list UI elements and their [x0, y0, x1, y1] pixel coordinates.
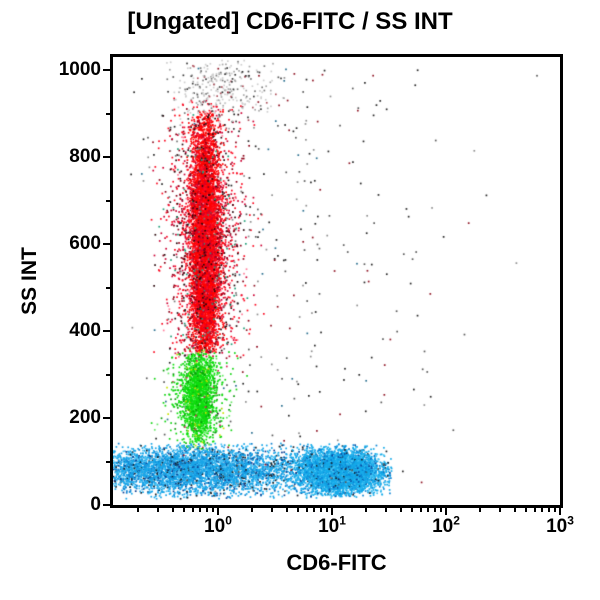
x-minor-tick	[433, 508, 436, 512]
x-major-tick	[558, 508, 562, 515]
x-minor-tick	[313, 508, 316, 512]
x-minor-tick	[285, 508, 288, 512]
x-major-tick	[444, 508, 448, 515]
x-minor-tick	[385, 508, 388, 512]
x-tick-exponent: 2	[453, 513, 460, 528]
plot-title: [Ungated] CD6-FITC / SS INT	[127, 8, 453, 35]
x-minor-tick	[319, 508, 322, 512]
x-minor-tick	[419, 508, 422, 512]
x-major-tick	[216, 508, 220, 515]
x-minor-tick	[541, 508, 544, 512]
y-major-tick	[103, 417, 110, 420]
y-minor-tick	[106, 199, 110, 202]
y-minor-tick	[106, 460, 110, 463]
x-tick-exponent: 0	[225, 513, 232, 528]
x-minor-tick	[271, 508, 274, 512]
x-axis-label: CD6-FITC	[286, 550, 387, 575]
x-tick-label: 102	[432, 513, 460, 537]
x-minor-tick	[205, 508, 208, 512]
x-minor-tick	[305, 508, 308, 512]
x-minor-tick	[365, 508, 368, 512]
x-minor-tick	[199, 508, 202, 512]
x-tick-exponent: 1	[339, 513, 346, 528]
y-tick-label: 800	[69, 146, 101, 168]
x-minor-tick	[211, 508, 214, 512]
x-minor-tick	[479, 508, 482, 512]
x-minor-tick	[524, 508, 527, 512]
y-major-tick	[103, 156, 110, 159]
x-minor-tick	[399, 508, 402, 512]
x-minor-tick	[157, 508, 160, 512]
y-minor-tick	[106, 373, 110, 376]
x-minor-tick	[547, 508, 550, 512]
x-minor-tick	[439, 508, 442, 512]
x-minor-tick	[553, 508, 556, 512]
x-minor-tick	[191, 508, 194, 512]
y-tick-label: 400	[69, 320, 101, 342]
y-major-tick	[103, 69, 110, 72]
y-tick-label: 0	[90, 494, 101, 515]
y-major-tick	[103, 243, 110, 246]
y-tick-label: 200	[69, 407, 101, 428]
x-minor-tick	[251, 508, 254, 512]
x-minor-tick	[513, 508, 516, 512]
x-minor-tick	[499, 508, 502, 512]
x-minor-tick	[171, 508, 174, 512]
x-major-tick	[330, 508, 334, 515]
x-minor-tick	[410, 508, 413, 512]
x-tick-label: 101	[318, 513, 346, 537]
y-minor-tick	[106, 112, 110, 115]
x-tick-label: 100	[204, 513, 232, 537]
y-tick-label: 1000	[58, 59, 101, 81]
y-axis-label: SS INT	[18, 247, 41, 315]
y-tick-label: 600	[69, 233, 101, 255]
scatter-canvas	[113, 57, 560, 505]
x-tick-exponent: 3	[567, 513, 574, 528]
y-minor-tick	[106, 286, 110, 289]
x-minor-tick	[137, 508, 140, 512]
x-minor-tick	[533, 508, 536, 512]
x-minor-tick	[296, 508, 299, 512]
x-minor-tick	[182, 508, 185, 512]
y-major-tick	[103, 504, 110, 507]
x-minor-tick	[427, 508, 430, 512]
x-minor-tick	[325, 508, 328, 512]
x-tick-label: 103	[546, 513, 574, 537]
y-major-tick	[103, 330, 110, 333]
